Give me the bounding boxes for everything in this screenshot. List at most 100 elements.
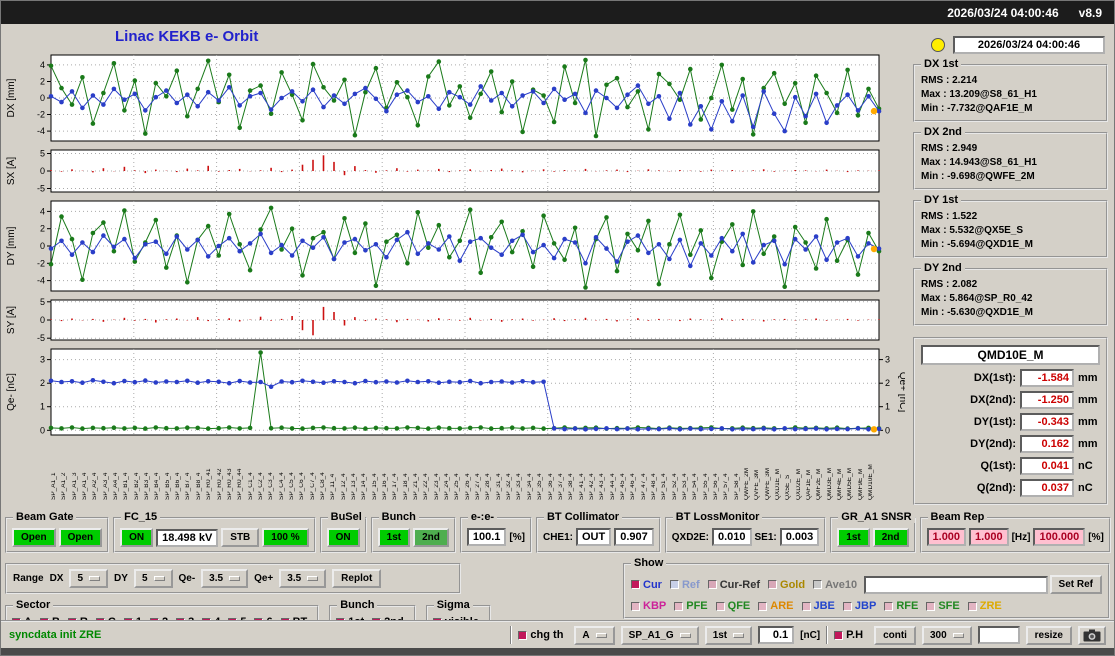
fc15-on-button[interactable]: ON — [120, 528, 154, 547]
window-titlebar: 2026/03/24 04:00:46 v8.9 — [1, 1, 1114, 24]
checkbox-jbp[interactable]: JBP — [842, 600, 876, 612]
beam-rep-pct-label: [%] — [1088, 531, 1104, 543]
dy-orbit-plot[interactable]: 4 2 0 -2 -4 DY [mm] — [3, 198, 905, 294]
bunch-1st-button[interactable]: 1st — [377, 528, 411, 547]
checkbox-rfe[interactable]: RFE — [884, 600, 918, 612]
monitor-label: SP_C5_4 — [288, 472, 295, 500]
checkbox-square — [758, 601, 768, 611]
monitor-label: SP_R0_42 — [216, 468, 223, 500]
checkbox-kbp[interactable]: KBP — [631, 600, 666, 612]
monitor-row-label: DX(2nd): — [970, 394, 1016, 406]
conti-button[interactable]: conti — [874, 625, 916, 645]
checkbox-label: PFE — [686, 600, 708, 612]
chg-th-checkbox[interactable]: chg th — [518, 629, 563, 641]
checkbox-pfe[interactable]: PFE — [674, 600, 708, 612]
checkbox-qfe[interactable]: QFE — [715, 600, 751, 612]
checkbox-cur[interactable]: Cur — [631, 579, 662, 591]
range-qep-value: 3.5 — [287, 573, 302, 584]
monitor-label: SP_18_4 — [402, 473, 409, 500]
monitor-name-axis: SP_A1_1 SP_A1_2 SP_A1_3 SP_A1_4 SP_A2_4 SP_A3… — [51, 440, 879, 500]
svg-text:Qe- [nC]: Qe- [nC] — [6, 373, 17, 411]
svg-text:-5: -5 — [37, 184, 45, 194]
checkbox-square — [842, 601, 852, 611]
range-qep-select[interactable]: 3.5 — [279, 569, 327, 588]
monitor-label: SP_A1_4 — [82, 472, 89, 500]
svg-text:0: 0 — [40, 93, 45, 103]
range-qem-select[interactable]: 3.5 — [201, 569, 249, 588]
monitor-label: SP_A1_3 — [71, 472, 78, 500]
monitor-row: DX(1st): -1.584 mm — [921, 369, 1100, 387]
checkbox-cur-ref[interactable]: Cur-Ref — [707, 578, 761, 591]
ph-checkbox[interactable]: P.H — [834, 629, 863, 641]
svg-text:SX [A]: SX [A] — [6, 157, 17, 186]
monitor-label: SP_36_4 — [547, 473, 554, 500]
monitor-label: SP_31_4 — [495, 473, 502, 500]
stat-box-dy-1st: DY 1st RMS : 1.522 Max : 5.532@QX5E_S Mi… — [913, 194, 1108, 258]
beam-rep-field-1: 1.000 — [926, 528, 967, 546]
beam-rep-field-2: 1.000 — [969, 528, 1009, 546]
stat-box-title: DX 2nd — [921, 126, 965, 138]
stat-rms: RMS : 2.949 — [921, 143, 978, 154]
checkbox-zre[interactable]: ZRE — [967, 600, 1002, 612]
monitor-label: SP_47_4 — [640, 473, 647, 500]
bunch-2nd-button[interactable]: 2nd — [413, 528, 449, 547]
monitor-label: SP_C1_4 — [247, 472, 254, 500]
checkbox-jbe[interactable]: JBE — [801, 600, 835, 612]
ref-input[interactable] — [864, 575, 1048, 594]
busel-on-button[interactable]: ON — [326, 528, 360, 547]
plots-column: Linac KEKB e- Orbit 4 2 0 -2 -4 DX [mm] 5 0 -5 S… — [3, 26, 905, 505]
checkbox-ref[interactable]: Ref — [669, 579, 700, 591]
monitor-label: QMD3E_M — [826, 467, 833, 500]
bt-collimator-group: BT Collimator CHE1: OUT 0.907 — [535, 511, 661, 553]
checkbox-sfe[interactable]: SFE — [926, 600, 960, 612]
replot-button[interactable]: Replot — [332, 569, 382, 588]
stat-min: Min : -7.732@QAF1E_M — [921, 103, 1033, 114]
range-dx-select[interactable]: 5 — [69, 569, 109, 588]
svg-text:5: 5 — [40, 297, 45, 307]
monitor-label: SP_44_4 — [609, 473, 616, 500]
points-select[interactable]: 300 — [921, 625, 972, 645]
monitor-label: SP_A2_4 — [92, 472, 99, 500]
sx-steering-plot[interactable]: 5 0 -5 SX [A] — [3, 147, 905, 195]
beam-gate-open-button-1[interactable]: Open — [12, 528, 56, 547]
gr-snsr-1st-button[interactable]: 1st — [837, 528, 870, 547]
monitor-label: SP_15_4 — [371, 473, 378, 500]
monitor-label: SP_R0_43 — [226, 468, 233, 500]
monitor-row-unit: nC — [1078, 482, 1093, 494]
checkbox-label: QFE — [727, 600, 751, 612]
bunch-select[interactable]: 1st — [704, 625, 753, 645]
checkbox-label: Cur-Ref — [719, 578, 761, 591]
camera-button[interactable] — [1078, 625, 1106, 645]
monitor-select[interactable]: SP_A1_G — [620, 625, 699, 645]
monitor-row-value: -1.250 — [1020, 391, 1074, 409]
svg-text:4: 4 — [40, 60, 45, 70]
monitor-label: SP_28_4 — [485, 473, 492, 500]
svg-text:-5: -5 — [37, 333, 45, 343]
monitor-row-unit: mm — [1078, 416, 1098, 428]
fc15-stb-button[interactable]: STB — [221, 528, 260, 547]
svg-text:-4: -4 — [37, 126, 45, 136]
sy-steering-plot[interactable]: 5 0 -5 SY [A] — [3, 297, 905, 343]
spare-field[interactable] — [977, 626, 1020, 644]
monitor-label: SP_C3_4 — [268, 472, 275, 500]
dx-orbit-plot[interactable]: 4 2 0 -2 -4 DX [mm] — [3, 52, 905, 144]
resize-button[interactable]: resize — [1025, 625, 1072, 645]
set-ref-button[interactable]: Set Ref — [1049, 575, 1102, 594]
se1-value-field: 0.003 — [779, 528, 820, 546]
charge-plot[interactable]: 3 3 2 2 1 1 0 0 Qe- [nC] Qe+ [nC] — [3, 346, 905, 438]
gr-snsr-2nd-button[interactable]: 2nd — [872, 528, 909, 547]
range-dy-select[interactable]: 5 — [133, 569, 173, 588]
threshold-field[interactable]: 0.1 — [758, 626, 795, 644]
checkbox-are[interactable]: ARE — [758, 600, 794, 612]
checkbox-gold[interactable]: Gold — [768, 579, 805, 591]
threshold-channel-select[interactable]: A — [574, 625, 615, 645]
monitor-row-label: DY(1st): — [973, 416, 1016, 428]
monitor-row: Q(2nd): 0.037 nC — [921, 479, 1100, 497]
beam-gate-open-button-2[interactable]: Open — [58, 528, 103, 547]
sync-message: syncdata init ZRE — [9, 629, 102, 641]
separator — [510, 626, 513, 644]
group-title: BT LossMonitor — [672, 511, 763, 523]
option-menu-indicator — [679, 632, 691, 638]
fc15-percent-button[interactable]: 100 % — [262, 528, 309, 547]
checkbox-ave10[interactable]: Ave10 — [813, 579, 857, 591]
